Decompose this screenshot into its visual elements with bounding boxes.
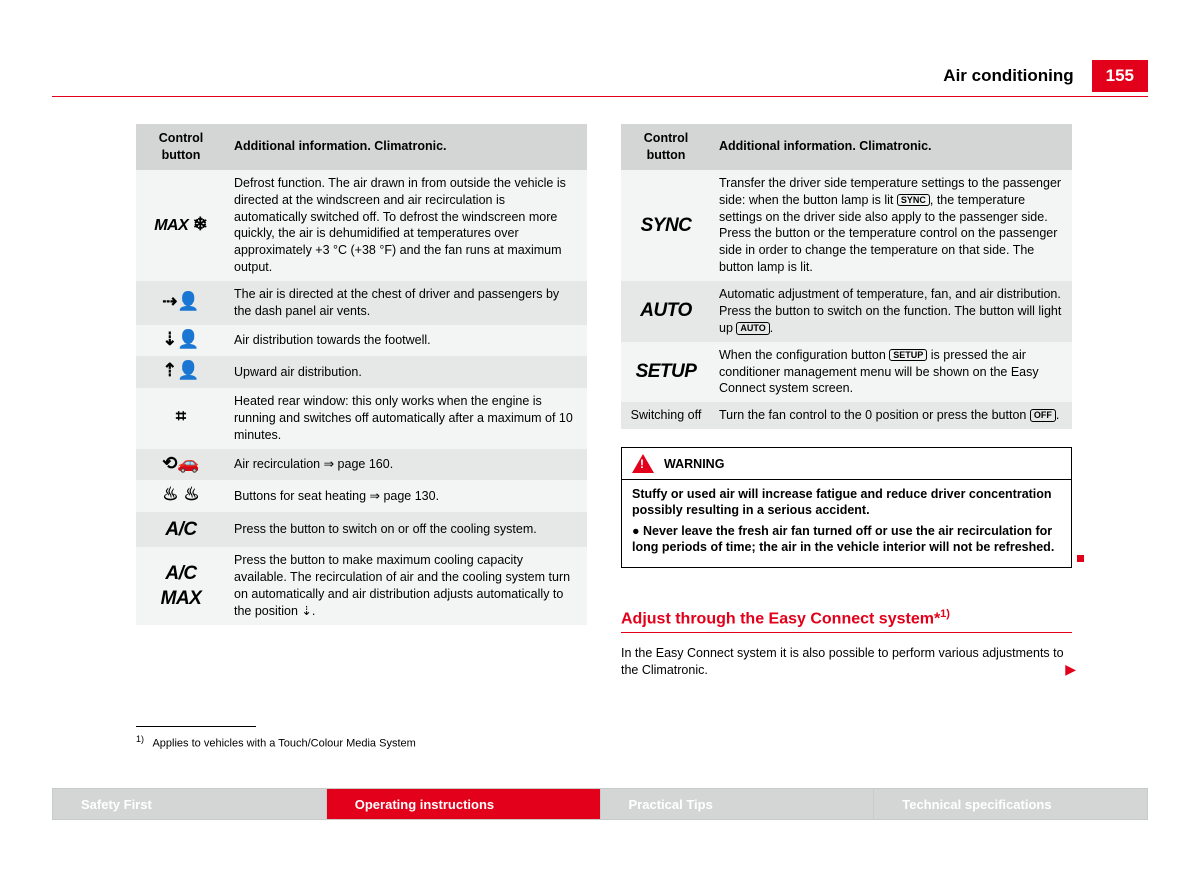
table-row: AUTOAutomatic adjustment of temperature,… [621,281,1072,342]
control-description-cell: Buttons for seat heating ⇒ page 130. [226,480,587,512]
footer-tabs: Safety FirstOperating instructionsPracti… [52,788,1148,820]
table-row: ⇡👤Upward air distribution. [136,356,587,388]
footer-tab[interactable]: Practical Tips [600,789,874,819]
footer-tab[interactable]: Technical specifications [873,789,1147,819]
control-button-cell: SETUP [621,342,711,403]
subheading: Adjust through the Easy Connect system*1… [621,608,1072,633]
control-description-cell: Air recirculation ⇒ page 160. [226,449,587,481]
control-button-cell: Switching off [621,402,711,429]
right-column: Control button Additional information. C… [621,124,1072,679]
page-number: 155 [1092,60,1148,92]
warning-body: Stuffy or used air will increase fatigue… [622,480,1071,567]
control-description-cell: The air is directed at the chest of driv… [226,281,587,325]
control-button-cell: A/C [136,512,226,548]
body-paragraph: In the Easy Connect system it is also po… [621,645,1072,679]
control-button-cell: ⇢👤 [136,281,226,325]
th-control-button: Control button [621,124,711,170]
control-description-cell: Transfer the driver side temperature set… [711,170,1072,281]
table-row: ♨ ♨Buttons for seat heating ⇒ page 130. [136,480,587,512]
warning-icon [632,454,654,473]
table-header-row: Control button Additional information. C… [621,124,1072,170]
page-header: Air conditioning 155 [943,60,1148,92]
warning-p2: ● Never leave the fresh air fan turned o… [632,523,1061,556]
left-column: Control button Additional information. C… [136,124,587,679]
control-button-cell: ⇡👤 [136,356,226,388]
warning-heading: WARNING [622,448,1071,480]
table-row: SETUPWhen the configuration button SETUP… [621,342,1072,403]
content-columns: Control button Additional information. C… [136,124,1072,679]
footnote: 1) Applies to vehicles with a Touch/Colo… [136,734,416,750]
table-row: ⟲🚗Air recirculation ⇒ page 160. [136,449,587,481]
table-row: A/CPress the button to switch on or off … [136,512,587,548]
footnote-rule [136,726,256,727]
warning-box: WARNING Stuffy or used air will increase… [621,447,1072,568]
controls-table-left: Control button Additional information. C… [136,124,587,625]
control-description-cell: Press the button to switch on or off the… [226,512,587,548]
end-marker-icon [1077,555,1084,562]
continuation-arrow-icon: ▶ [1065,660,1076,679]
body-text: In the Easy Connect system it is also po… [621,646,1064,677]
table-row: SYNCTransfer the driver side temperature… [621,170,1072,281]
control-button-cell: SYNC [621,170,711,281]
table-row: Switching offTurn the fan control to the… [621,402,1072,429]
table-row: A/C MAXPress the button to make maximum … [136,547,587,625]
control-description-cell: When the configuration button SETUP is p… [711,342,1072,403]
control-description-cell: Air distribution towards the footwell. [226,325,587,357]
footer-tab[interactable]: Safety First [52,789,326,819]
warning-p1: Stuffy or used air will increase fatigue… [632,486,1061,519]
table-row: MAX ❄Defrost function. The air drawn in … [136,170,587,281]
control-button-cell: AUTO [621,281,711,342]
control-button-cell: A/C MAX [136,547,226,625]
controls-table-right: Control button Additional information. C… [621,124,1072,429]
control-description-cell: Defrost function. The air drawn in from … [226,170,587,281]
footer-tab[interactable]: Operating instructions [326,789,600,819]
section-title: Air conditioning [943,66,1073,86]
table-row: ⇣👤Air distribution towards the footwell. [136,325,587,357]
control-button-cell: ⟲🚗 [136,449,226,481]
th-info: Additional information. Climatronic. [711,124,1072,170]
footnote-sup: 1) [136,734,144,744]
control-button-cell: MAX ❄ [136,170,226,281]
control-description-cell: Press the button to make maximum cooling… [226,547,587,625]
control-description-cell: Automatic adjustment of temperature, fan… [711,281,1072,342]
th-control-button: Control button [136,124,226,170]
th-info: Additional information. Climatronic. [226,124,587,170]
control-description-cell: Heated rear window: this only works when… [226,388,587,449]
subheading-text: Adjust through the Easy Connect system* [621,610,940,627]
control-button-cell: ⇣👤 [136,325,226,357]
warning-title: WARNING [664,457,724,471]
control-button-cell: ♨ ♨ [136,480,226,512]
control-description-cell: Upward air distribution. [226,356,587,388]
table-row: ⇢👤The air is directed at the chest of dr… [136,281,587,325]
control-description-cell: Turn the fan control to the 0 position o… [711,402,1072,429]
footnote-text: Applies to vehicles with a Touch/Colour … [152,738,415,750]
header-rule [52,96,1148,97]
table-header-row: Control button Additional information. C… [136,124,587,170]
control-button-cell: ⌗ [136,388,226,449]
table-row: ⌗Heated rear window: this only works whe… [136,388,587,449]
subheading-footnote-ref: 1) [940,608,950,620]
